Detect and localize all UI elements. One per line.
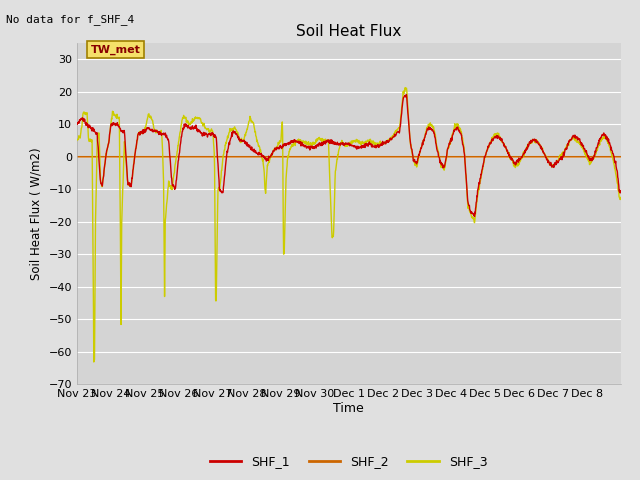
Y-axis label: Soil Heat Flux ( W/m2): Soil Heat Flux ( W/m2) bbox=[30, 147, 43, 280]
Text: No data for f_SHF_4: No data for f_SHF_4 bbox=[6, 14, 134, 25]
X-axis label: Time: Time bbox=[333, 402, 364, 415]
Title: Soil Heat Flux: Soil Heat Flux bbox=[296, 24, 401, 39]
Legend: SHF_1, SHF_2, SHF_3: SHF_1, SHF_2, SHF_3 bbox=[205, 450, 492, 473]
Text: TW_met: TW_met bbox=[90, 44, 140, 55]
